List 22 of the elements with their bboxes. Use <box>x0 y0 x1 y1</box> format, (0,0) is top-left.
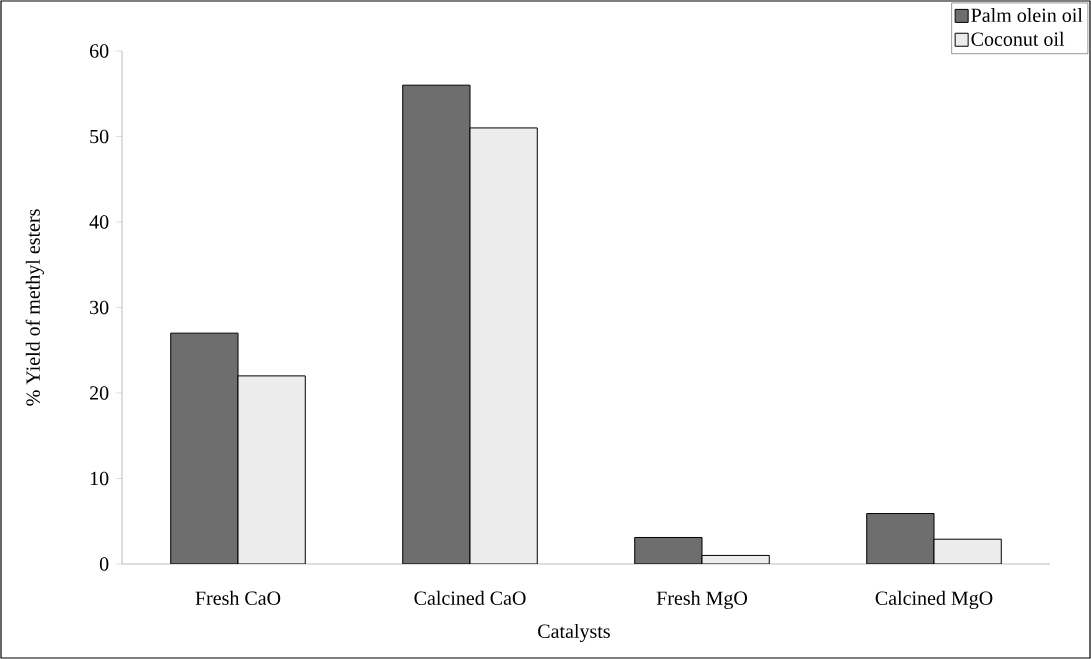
y-tick-label: 10 <box>90 471 109 486</box>
legend-label: Palm olein oil <box>971 7 1083 23</box>
bar <box>237 375 306 564</box>
y-tick-label: 30 <box>90 300 109 315</box>
bar <box>402 84 471 564</box>
y-tick-label: 20 <box>90 386 109 400</box>
legend-label: Coconut oil <box>971 31 1065 46</box>
x-tick-label: Calcined CaO <box>414 590 526 605</box>
bar <box>170 332 239 564</box>
bar <box>866 513 935 564</box>
x-tick-label: Fresh CaO <box>195 590 281 605</box>
x-tick-label: Calcined MgO <box>875 590 993 610</box>
y-tick-label: 0 <box>99 557 109 571</box>
y-axis-title: % Yield of methyl esters <box>25 209 44 406</box>
bar <box>469 127 538 564</box>
x-axis-title: Catalysts <box>538 623 610 643</box>
y-tick-label: 40 <box>89 215 109 229</box>
bar <box>933 538 1002 564</box>
y-tick-label: 50 <box>90 129 109 144</box>
bar <box>634 536 703 564</box>
y-tick-label: 60 <box>90 44 109 58</box>
x-tick-label: Fresh MgO <box>656 590 748 610</box>
